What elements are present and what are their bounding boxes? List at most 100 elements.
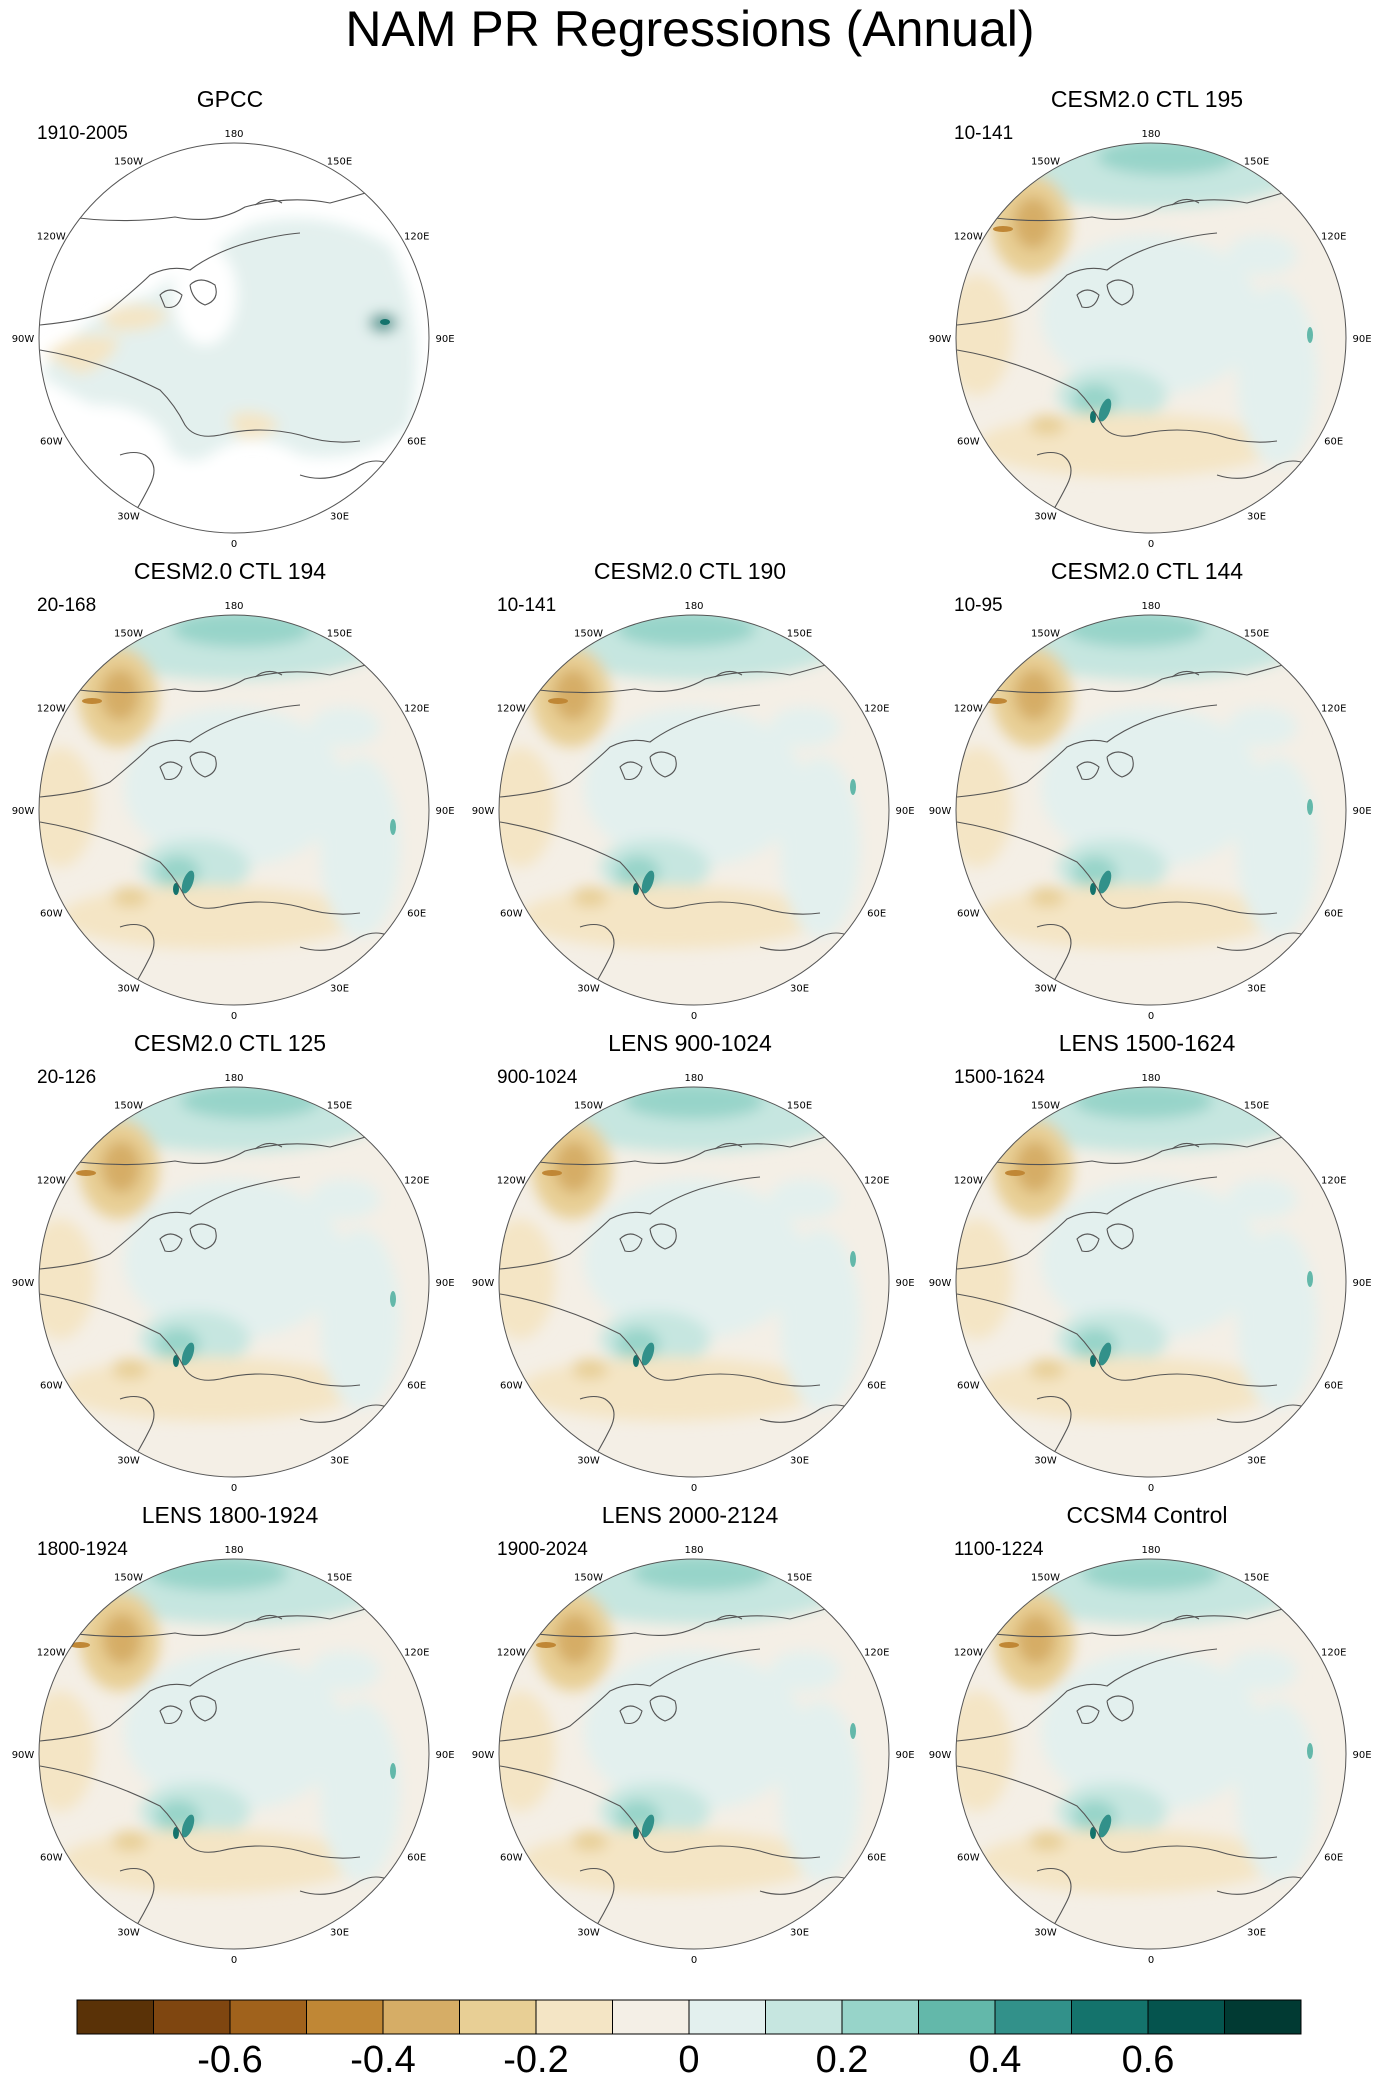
map-panel-ctl194: CESM2.0 CTL 194 20-168 180 150E 120E 90E 60E 30… [0, 472, 460, 1022]
longitude-label: 60E [867, 1853, 886, 1864]
colorbar-tick-label: -0.4 [350, 2039, 415, 2081]
map-boundary [38, 1086, 430, 1478]
colorbar-swatch [306, 1999, 384, 2035]
map-boundary [38, 142, 430, 534]
panel-period: 1910-2005 [37, 123, 128, 144]
longitude-label: 150W [114, 1573, 143, 1584]
map-boundary [955, 614, 1347, 1006]
longitude-label: 120E [404, 1176, 429, 1187]
panel-title: LENS 900-1024 [608, 1030, 772, 1056]
longitude-label: 120W [37, 704, 66, 715]
longitude-label: 90E [1352, 1750, 1371, 1761]
panel-period: 1500-1624 [954, 1067, 1045, 1088]
longitude-label: 120E [404, 704, 429, 715]
longitude-label: 0 [1148, 1483, 1154, 1494]
longitude-label: 150W [1031, 157, 1060, 168]
panel-title: CESM2.0 CTL 125 [133, 1030, 327, 1056]
longitude-label: 120W [497, 704, 526, 715]
precip-field [39, 615, 429, 1005]
polar-map: 180 150E 120E 90E 60E 30E 0 30W 60W 90W 120W 150W [12, 129, 455, 550]
map-boundary [955, 1086, 1347, 1478]
longitude-label: 0 [691, 1011, 697, 1022]
map-boundary [955, 1558, 1347, 1950]
longitude-label: 120W [497, 1176, 526, 1187]
longitude-label: 180 [224, 1073, 243, 1084]
colorbar-swatch [765, 1999, 843, 2035]
longitude-label: 150E [787, 1573, 812, 1584]
colorbar-tick-label: 0.4 [969, 2039, 1022, 2081]
precip-field [39, 143, 429, 533]
longitude-label: 90W [472, 1278, 495, 1289]
precip-field [956, 1559, 1346, 1949]
panel-title: CESM2.0 CTL 194 [133, 558, 327, 584]
longitude-label: 120E [1321, 232, 1346, 243]
colorbar-swatch [76, 1999, 154, 2035]
longitude-label: 30W [1034, 1928, 1057, 1939]
longitude-label: 0 [1148, 1011, 1154, 1022]
panel-period: 1900-2024 [497, 1539, 588, 1560]
longitude-label: 120E [864, 1176, 889, 1187]
longitude-label: 30E [790, 1928, 809, 1939]
longitude-label: 0 [691, 1955, 697, 1966]
longitude-label: 60E [407, 909, 426, 920]
panel-title: CESM2.0 CTL 190 [593, 558, 787, 584]
polar-map: 180 150E 120E 90E 60E 30E 0 30W 60W 90W 120W 150W [472, 1545, 915, 1966]
coastlines [39, 186, 401, 521]
polar-map: 180 150E 120E 90E 60E 30E 0 30W 60W 90W 120W 150W [472, 1073, 915, 1494]
longitude-label: 90W [929, 806, 952, 817]
panel-period: 10-141 [954, 123, 1014, 144]
longitude-label: 60W [957, 1381, 980, 1392]
map-panel-ccsm4: CCSM4 Control 1100-1224 180 150E 120E 90E 60E 3… [917, 1416, 1377, 1966]
longitude-label: 150E [787, 629, 812, 640]
longitude-label: 150E [1244, 1101, 1269, 1112]
longitude-label: 120E [404, 232, 429, 243]
longitude-label: 120W [497, 1648, 526, 1659]
coastlines [39, 1602, 401, 1937]
panel-title: LENS 1500-1624 [1058, 1030, 1236, 1056]
colorbar-swatch [841, 1999, 919, 2035]
colorbar-tick-label: -0.2 [503, 2039, 568, 2081]
colorbar-swatch [612, 1999, 690, 2035]
longitude-label: 150W [114, 157, 143, 168]
precip-field [39, 1087, 429, 1477]
longitude-label: 60W [500, 1381, 523, 1392]
colorbar: -0.6 -0.4 -0.2 0 0.2 0.4 0.6 [76, 1999, 1302, 2081]
longitude-label: 60E [407, 1381, 426, 1392]
polar-map: 180 150E 120E 90E 60E 30E 0 30W 60W 90W 120W 150W [12, 1545, 455, 1966]
longitude-label: 90E [895, 1750, 914, 1761]
precip-field [499, 1087, 889, 1477]
colorbar-swatch [153, 1999, 231, 2035]
panel-title: CESM2.0 CTL 144 [1050, 558, 1244, 584]
polar-map: 180 150E 120E 90E 60E 30E 0 30W 60W 90W 120W 150W [12, 1073, 455, 1494]
colorbar-swatch [1224, 1999, 1302, 2035]
map-panel-lens900: LENS 900-1024 900-1024 180 150E 120E 90E 60E 30… [460, 944, 920, 1494]
precip-field [956, 1087, 1346, 1477]
longitude-label: 30W [577, 984, 600, 995]
longitude-label: 60E [1324, 1381, 1343, 1392]
longitude-label: 150E [787, 1101, 812, 1112]
panel-period: 10-95 [954, 595, 1003, 616]
longitude-label: 30W [117, 512, 140, 523]
polar-map: 180 150E 120E 90E 60E 30E 0 30W 60W 90W 120W 150W [929, 601, 1372, 1022]
longitude-label: 120W [954, 704, 983, 715]
longitude-label: 90E [435, 1278, 454, 1289]
longitude-label: 120W [37, 232, 66, 243]
longitude-label: 180 [1141, 1073, 1160, 1084]
longitude-label: 0 [691, 1483, 697, 1494]
map-boundary [38, 1558, 430, 1950]
longitude-label: 60E [867, 1381, 886, 1392]
longitude-label: 30W [1034, 984, 1057, 995]
longitude-label: 120W [37, 1176, 66, 1187]
longitude-label: 0 [231, 539, 237, 550]
panel-period: 1800-1924 [37, 1539, 128, 1560]
longitude-label: 30W [577, 1456, 600, 1467]
map-boundary [498, 614, 890, 1006]
longitude-label: 90E [435, 1750, 454, 1761]
longitude-label: 30W [577, 1928, 600, 1939]
colorbar-swatch [918, 1999, 996, 2035]
panel-title: CCSM4 Control [1066, 1502, 1228, 1528]
longitude-label: 60W [40, 909, 63, 920]
map-boundary [955, 142, 1347, 534]
colorbar-swatch [229, 1999, 307, 2035]
longitude-label: 60E [1324, 909, 1343, 920]
